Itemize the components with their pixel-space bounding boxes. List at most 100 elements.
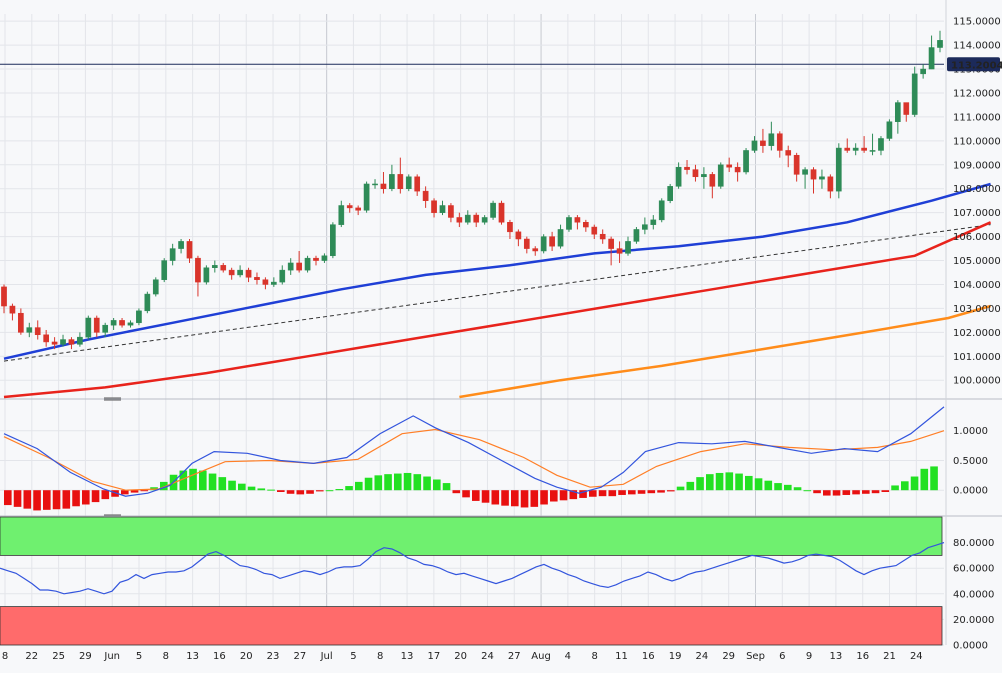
candle-down	[18, 312, 24, 333]
candle-up	[886, 121, 893, 139]
x-tick-label: 13	[401, 651, 414, 662]
x-tick-label: 8	[591, 651, 597, 662]
candle-down	[827, 176, 834, 192]
candle-up	[920, 68, 926, 75]
candle-down	[296, 262, 302, 271]
macd-hist-neg	[111, 490, 119, 497]
macd-hist-pos	[267, 489, 275, 491]
candle-up	[304, 257, 311, 271]
candle-down	[68, 339, 75, 345]
macd-hist-pos	[901, 481, 909, 491]
candle-down	[473, 214, 480, 223]
x-tick-label: 19	[669, 651, 682, 662]
candle-up	[894, 102, 901, 122]
macd-hist-pos	[803, 490, 812, 492]
candle-down	[734, 166, 741, 173]
macd-hist-pos	[247, 486, 256, 491]
candle-down	[245, 269, 252, 278]
candle-down	[313, 257, 319, 261]
candle-down	[549, 236, 555, 247]
macd-hist-pos	[920, 468, 929, 491]
macd-hist-pos	[774, 483, 782, 491]
panel-resize-handles[interactable]	[104, 397, 121, 518]
macd-hist-neg	[832, 490, 841, 496]
x-tick-label: 13	[830, 651, 843, 662]
candle-up	[203, 267, 210, 283]
candle-down	[844, 147, 851, 151]
macd-hist-pos	[413, 474, 422, 491]
macd-hist-pos	[228, 480, 236, 491]
macd-hist-pos	[257, 488, 266, 491]
candle-down	[254, 277, 260, 280]
x-tick-label: Sep	[746, 651, 765, 662]
candle-up	[169, 248, 176, 261]
macd-hist-neg	[823, 490, 831, 496]
candle-up	[330, 224, 336, 257]
macd-hist-neg	[501, 490, 509, 506]
candle-down	[608, 238, 614, 249]
macd-hist-neg	[637, 490, 646, 494]
macd-hist-neg	[472, 490, 480, 501]
y-tick-label: 106.0000	[953, 232, 1001, 243]
macd-hist-pos	[784, 484, 792, 491]
candle-up	[405, 176, 412, 189]
candle-up	[540, 236, 547, 252]
macd-hist-neg	[101, 490, 110, 500]
candle-up	[85, 317, 92, 338]
x-tick-label: 8	[377, 651, 383, 662]
macd-hist-neg	[520, 490, 529, 508]
rsi-overbought-zone	[0, 516, 943, 556]
candle-up	[127, 322, 134, 326]
x-tick-label: 11	[615, 651, 628, 662]
macd-hist-pos	[433, 479, 441, 491]
candle-down	[195, 257, 201, 283]
candle-down	[1, 286, 7, 307]
macd-hist-neg	[862, 490, 870, 494]
panel-separators	[0, 0, 1002, 645]
candle-up	[26, 327, 33, 333]
x-tick-label: 24	[910, 651, 923, 662]
macd-hist-neg	[569, 490, 578, 500]
rsi-oversold-zone	[0, 606, 943, 646]
candle-up	[751, 140, 758, 151]
candle-down	[186, 241, 193, 259]
y-tick-label: 114.0000	[953, 41, 1001, 52]
candle-up	[161, 260, 168, 280]
candle-up	[650, 219, 657, 225]
macd-hist-pos	[745, 475, 753, 491]
candle-down	[262, 279, 269, 285]
candle-down	[903, 102, 910, 115]
candle-up	[439, 205, 446, 213]
y-tick-label: 103.0000	[953, 304, 1001, 315]
macd-hist-pos	[394, 473, 402, 491]
sma-blue-line	[3, 182, 991, 360]
macd-hist-neg	[647, 490, 656, 494]
candle-up	[237, 269, 243, 276]
macd-hist-neg	[550, 490, 558, 502]
candle-down	[692, 169, 699, 178]
macd-hist-pos	[179, 470, 188, 491]
candle-down	[346, 205, 353, 209]
candle-up	[144, 293, 151, 312]
x-tick-label: 8	[2, 651, 8, 662]
candle-up	[178, 241, 184, 249]
current-price-label: 113.2004	[947, 57, 1002, 72]
candle-down	[785, 150, 792, 156]
candle-down	[776, 133, 783, 151]
macd-hist-neg	[52, 490, 61, 510]
candle-up	[490, 202, 496, 218]
candle-up	[768, 133, 775, 146]
macd-hist-neg	[598, 490, 607, 497]
macd-hist-neg	[4, 490, 12, 506]
macd-hist-neg	[842, 490, 851, 495]
candle-up	[287, 262, 294, 271]
candle-up	[743, 150, 749, 173]
x-tick-label: 16	[856, 651, 869, 662]
macd-hist-neg	[589, 490, 597, 497]
macd-hist-neg	[871, 490, 880, 494]
x-tick-label: 24	[481, 651, 494, 662]
candle-down	[456, 217, 463, 223]
x-tick-label: Jun	[103, 651, 120, 662]
